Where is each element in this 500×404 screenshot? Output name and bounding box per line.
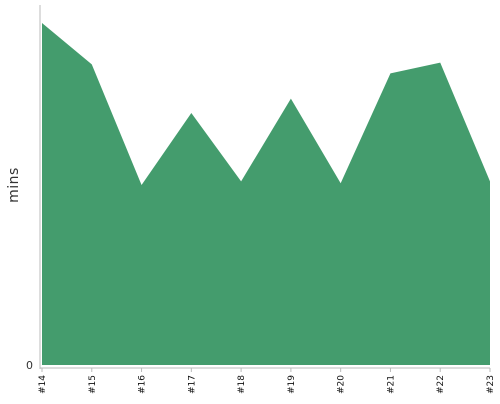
y-ticks: 0 bbox=[26, 359, 33, 372]
plot-area bbox=[42, 23, 490, 365]
y-axis-label: mins bbox=[6, 167, 22, 203]
x-tick-label: #18 bbox=[237, 375, 247, 394]
x-tick-label: #23 bbox=[486, 375, 496, 394]
x-tick-label: #16 bbox=[138, 375, 148, 394]
x-tick-label: #22 bbox=[436, 375, 446, 394]
area-series bbox=[42, 23, 490, 365]
x-tick-label: #20 bbox=[337, 375, 347, 394]
x-tick-label: #21 bbox=[386, 375, 396, 394]
x-ticks: #14 #15 #16 #17 #18 #19 #20 #21 #22 #23 bbox=[38, 368, 496, 394]
x-tick-label: #17 bbox=[187, 375, 197, 394]
x-tick-label: #15 bbox=[88, 375, 98, 394]
y-tick-label: 0 bbox=[26, 359, 33, 372]
x-tick-label: #14 bbox=[38, 375, 48, 394]
x-tick-label: #19 bbox=[287, 375, 297, 394]
